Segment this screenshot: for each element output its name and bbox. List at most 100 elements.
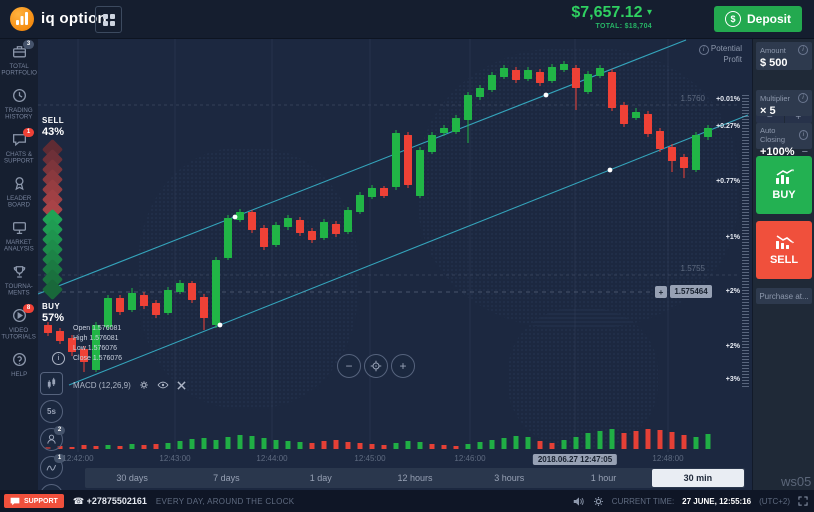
purchase-at-button[interactable]: Purchase at... — [756, 288, 812, 304]
info-icon[interactable]: i — [798, 130, 808, 140]
sidebar-item-help[interactable]: HELP — [0, 346, 38, 390]
sidebar-item-label: MARKET ANALYSIS — [4, 239, 34, 253]
watermark: ws05 — [781, 474, 812, 489]
sidebar-item-chats-support[interactable]: 1 CHATS & SUPPORT — [0, 126, 38, 170]
sidebar-item-label: HELP — [10, 371, 28, 378]
support-slogan: EVERY DAY, AROUND THE CLOCK — [155, 496, 295, 506]
deposit-button[interactable]: $ Deposit — [714, 6, 802, 32]
buy-sentiment-value: 57% — [42, 312, 65, 324]
candles-icon — [47, 377, 56, 389]
amount-field[interactable]: Amount i $ 500 — [756, 42, 812, 70]
world-map-decoration — [138, 148, 358, 408]
bottom-bar: SUPPORT ☎ +27875502161 EVERY DAY, AROUND… — [0, 490, 814, 512]
zoom-in-button[interactable]: + — [391, 354, 415, 378]
dollar-circle-icon: $ — [724, 11, 741, 27]
timeframe-7-days[interactable]: 7 days — [213, 473, 240, 483]
timeframe-30-min[interactable]: 30 min — [651, 469, 744, 487]
gear-icon[interactable] — [593, 496, 604, 507]
amount-decrease-button[interactable]: − — [756, 111, 785, 123]
profit-scale-label: +0.77% — [716, 178, 740, 185]
time-axis-label: 12:44:00 — [256, 454, 288, 463]
play-icon — [12, 309, 26, 322]
support-button[interactable]: SUPPORT — [4, 494, 64, 508]
fullscreen-icon[interactable] — [798, 496, 808, 506]
eye-icon[interactable] — [157, 380, 169, 390]
trader-icon — [47, 434, 56, 444]
info-icon[interactable]: i — [798, 45, 808, 55]
timeframe-12-hours[interactable]: 12 hours — [397, 473, 433, 483]
support-phone[interactable]: ☎ +27875502161 — [72, 495, 147, 506]
sidebar-item-video-tutorials[interactable]: 8 VIDEO TUTORIALS — [0, 302, 38, 346]
close-icon[interactable] — [177, 380, 186, 390]
current-time-value: 27 JUNE, 12:55:16 — [682, 496, 752, 506]
price-chart[interactable]: SELL 43% BUY 57% i Potential Profit +0.01… — [38, 38, 752, 490]
traders-mood-button[interactable]: 2 — [40, 426, 65, 451]
trophy-icon — [13, 266, 25, 278]
phone-icon: ☎ — [72, 495, 85, 506]
iq-option-logo-icon[interactable] — [10, 7, 34, 31]
zoom-out-button[interactable]: − — [337, 354, 361, 378]
notification-badge: 8 — [23, 304, 34, 313]
left-sidebar: 3 TOTAL PORTFOLIO TRADING HISTORY 1 CHATS & … — [0, 38, 38, 490]
sidebar-item-label: TRADING HISTORY — [5, 107, 33, 121]
brand-title: iq option — [41, 10, 108, 27]
profit-scale-label: +3% — [725, 376, 740, 383]
notification-badge: 3 — [23, 40, 34, 49]
medal-icon — [14, 177, 24, 191]
selected-candle-time-tag[interactable]: 2018.06.27 12:47:05 — [532, 454, 618, 465]
speaker-icon[interactable] — [573, 496, 585, 507]
tool-badge: 1 — [54, 454, 65, 463]
amount-increase-button[interactable]: + — [795, 111, 802, 123]
price-gridline-label: 1.5755 — [680, 264, 705, 273]
auto-closing-clear-button[interactable]: − — [801, 146, 808, 158]
sidebar-item-label: VIDEO TUTORIALS — [1, 327, 37, 341]
tool-badge: 2 — [54, 426, 65, 435]
gear-icon[interactable] — [139, 380, 149, 390]
chevron-down-icon: ▾ — [646, 7, 652, 18]
indicators-button[interactable]: 1 — [40, 454, 65, 479]
profit-scale-label: +0.01% — [716, 96, 740, 103]
sidebar-item-total-portfolio[interactable]: 3 TOTAL PORTFOLIO — [0, 38, 38, 82]
info-icon[interactable]: i — [798, 93, 808, 103]
ohlc-tooltip: Open 1.576081 High 1.576081 Low 1.576076 C… — [73, 325, 123, 362]
sidebar-item-label: TOURNA- MENTS — [5, 283, 33, 297]
potential-profit-label: i Potential Profit — [698, 44, 742, 64]
indicator-row: MACD (12,26,9) — [73, 380, 186, 390]
chart-canvas[interactable] — [38, 38, 752, 490]
briefcase-icon — [12, 46, 26, 58]
sidebar-item-label: LEADER BOARD — [6, 195, 32, 209]
chart-type-button[interactable] — [40, 372, 63, 395]
asset-grid-button[interactable] — [95, 6, 122, 33]
multiplier-value: × 5 — [760, 105, 776, 117]
timeframe-1-day[interactable]: 1 day — [309, 473, 332, 483]
sidebar-item-tournaments[interactable]: TOURNA- MENTS — [0, 258, 38, 302]
buy-button[interactable]: BUY — [756, 156, 812, 214]
timeframe-bar: 30 days 7 days 1 day 12 hours 3 hours 1 hour 3… — [85, 468, 745, 488]
sell-button[interactable]: SELL — [756, 221, 812, 279]
chart-up-icon — [776, 169, 794, 184]
account-balance[interactable]: $7,657.12 ▾ — [571, 4, 652, 21]
auto-closing-value: +100% — [760, 146, 795, 158]
auto-closing-field[interactable]: Auto Closing i +100% − — [756, 123, 812, 158]
timeframe-1-hour[interactable]: 1 hour — [590, 473, 617, 483]
sidebar-item-trading-history[interactable]: TRADING HISTORY — [0, 82, 38, 126]
timeframe-3-hours[interactable]: 3 hours — [494, 473, 525, 483]
recenter-button[interactable] — [364, 354, 388, 378]
sidebar-item-market-analysis[interactable]: MARKET ANALYSIS — [0, 214, 38, 258]
timeframe-30-days[interactable]: 30 days — [116, 473, 148, 483]
notification-badge: 1 — [23, 128, 34, 137]
time-axis-label: 12:46:00 — [454, 454, 486, 463]
buy-sentiment-label: BUY — [42, 302, 61, 311]
top-bar: iq option $7,657.12 ▾ TOTAL: $18,704 $ D… — [0, 0, 814, 39]
sidebar-item-leader-board[interactable]: LEADER BOARD — [0, 170, 38, 214]
sidebar-item-label: CHATS & SUPPORT — [4, 151, 34, 165]
multiplier-field[interactable]: Multiplier i × 5 — [756, 90, 812, 117]
price-gridline-label: 1.5760 — [680, 94, 705, 103]
price-scale-ruler[interactable] — [742, 95, 749, 387]
add-alert-button[interactable]: + — [655, 286, 667, 298]
candle-interval-button[interactable]: 5s — [40, 400, 63, 423]
strike-price-tag[interactable]: 1.575464 — [670, 285, 712, 298]
info-icon[interactable]: i — [698, 45, 709, 55]
chart-zoom-controls: − + — [337, 354, 415, 378]
